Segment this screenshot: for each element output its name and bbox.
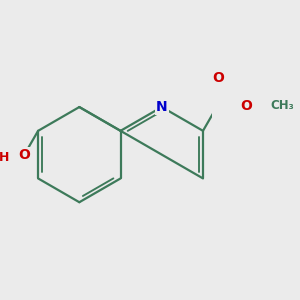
Text: CH₃: CH₃ — [270, 99, 294, 112]
Text: O: O — [18, 148, 30, 162]
Text: N: N — [156, 100, 168, 114]
Text: O: O — [240, 99, 252, 112]
Text: O: O — [212, 71, 224, 85]
Text: H: H — [0, 151, 10, 164]
